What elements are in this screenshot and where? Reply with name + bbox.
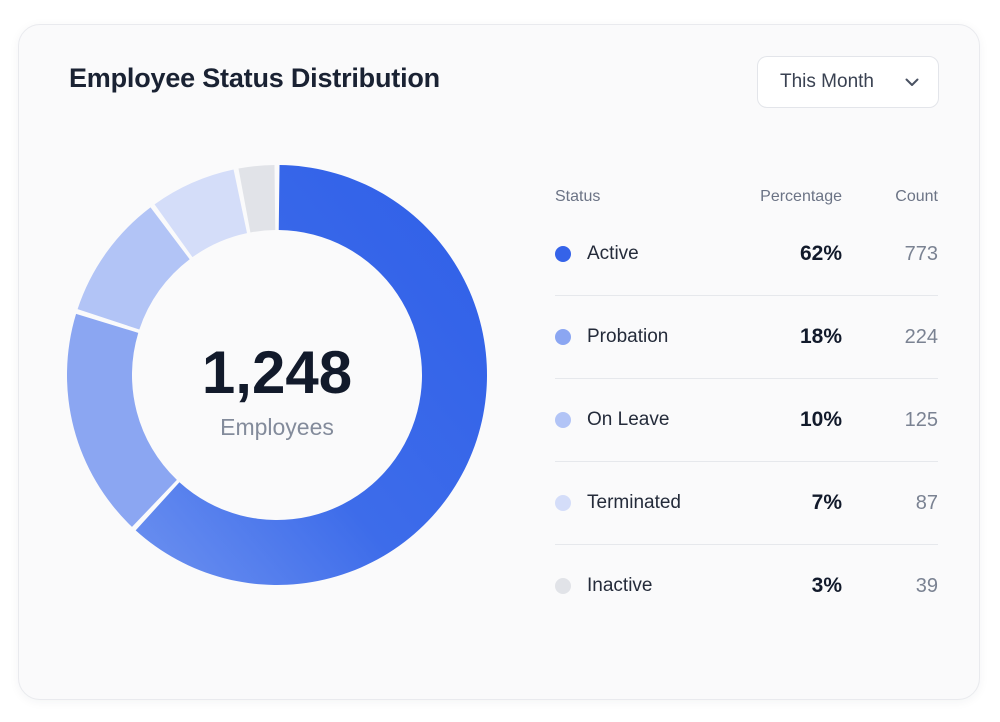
legend-count: 224 — [904, 325, 938, 348]
legend-percentage: 18% — [799, 325, 842, 348]
donut-slice-active[interactable] — [135, 165, 487, 585]
legend-row: Active 62% 773 — [555, 213, 938, 296]
status-distribution-card: Employee Status Distribution This Month … — [18, 24, 980, 700]
legend-percentage: 3% — [811, 574, 842, 597]
legend-color-dot — [555, 246, 571, 262]
legend-row: Probation 18% 224 — [555, 296, 938, 379]
donut-slice-terminated[interactable] — [154, 169, 248, 258]
legend-percentage: 10% — [799, 408, 842, 431]
legend-status-label: Active — [587, 243, 639, 264]
legend-row: Inactive 3% 39 — [555, 545, 938, 627]
chevron-down-icon — [904, 74, 920, 90]
legend-percentage: 62% — [799, 242, 842, 265]
legend-color-dot — [555, 578, 571, 594]
legend-status: Inactive — [555, 575, 692, 597]
legend-status-label: Terminated — [587, 492, 681, 513]
legend-status-label: Inactive — [587, 575, 653, 596]
legend-status: Active — [555, 243, 692, 265]
donut-slice-probation[interactable] — [66, 313, 177, 527]
legend-count: 125 — [904, 408, 938, 431]
legend-percentage: 7% — [811, 491, 842, 514]
header-percentage: Percentage — [760, 188, 842, 205]
legend-count: 773 — [904, 242, 938, 265]
header-status: Status — [555, 188, 601, 205]
legend-header: Status Percentage Count — [555, 181, 938, 213]
legend-status: Terminated — [555, 492, 692, 514]
legend-table: Status Percentage Count Active 62% 773 Prob… — [555, 181, 938, 627]
card-title: Employee Status Distribution — [69, 63, 440, 93]
period-dropdown-label: This Month — [780, 71, 874, 92]
header-count: Count — [895, 188, 938, 205]
chart-center-label: Employees — [220, 414, 334, 440]
legend-row: Terminated 7% 87 — [555, 462, 938, 545]
donut-slice-on-leave[interactable] — [77, 207, 190, 330]
legend-color-dot — [555, 329, 571, 345]
donut-slice-inactive[interactable] — [238, 165, 276, 233]
chart-center-value: 1,248 — [202, 339, 352, 406]
legend-row: On Leave 10% 125 — [555, 379, 938, 462]
legend-status: On Leave — [555, 409, 692, 431]
legend-count: 39 — [915, 574, 938, 597]
legend-status-label: Probation — [587, 326, 669, 347]
legend-status: Probation — [555, 326, 692, 348]
legend-color-dot — [555, 412, 571, 428]
legend-count: 87 — [915, 491, 938, 514]
legend-status-label: On Leave — [587, 409, 670, 430]
donut-chart: 1,248 Employees — [66, 165, 487, 585]
period-dropdown[interactable]: This Month — [757, 56, 939, 108]
legend-color-dot — [555, 495, 571, 511]
